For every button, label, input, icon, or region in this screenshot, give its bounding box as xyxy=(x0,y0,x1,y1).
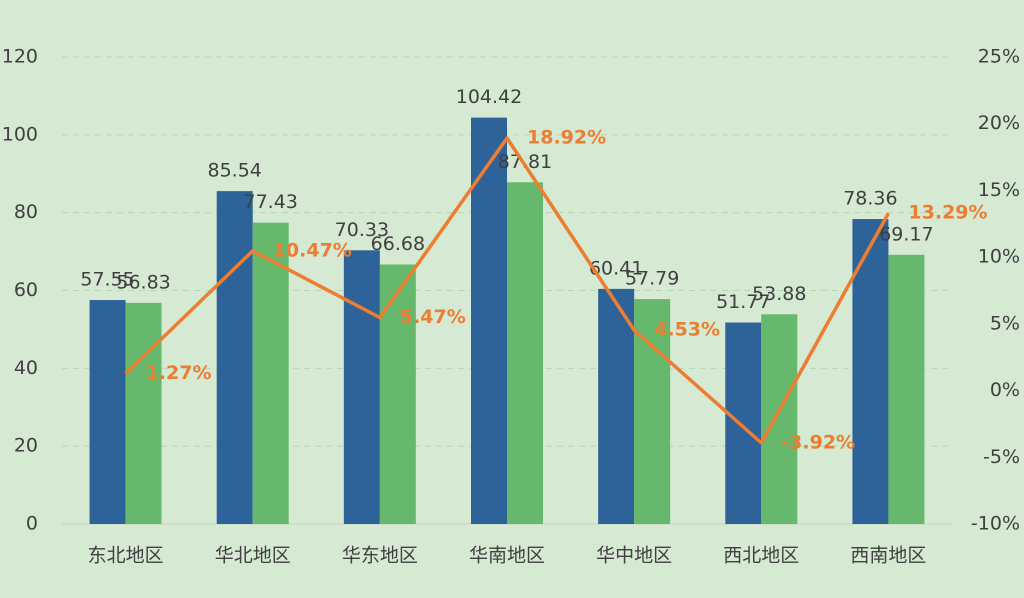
x-tick-label: 西南地区 xyxy=(850,545,926,567)
bar-value-label: 70.33 xyxy=(335,219,389,241)
bar xyxy=(252,222,289,524)
bar xyxy=(888,254,925,524)
y2-tick-label: -10% xyxy=(971,513,1020,535)
bar xyxy=(507,182,543,524)
bar-value-label: 66.68 xyxy=(371,233,425,255)
bar-value-label: 51.77 xyxy=(716,291,770,313)
bar-value-label: 77.43 xyxy=(244,191,298,213)
x-tick-label: 华北地区 xyxy=(215,545,291,567)
y-tick-label: 40 xyxy=(14,357,38,379)
bar-value-label: 53.88 xyxy=(752,283,806,305)
bar xyxy=(89,300,126,524)
line-value-label: 1.27% xyxy=(146,362,212,384)
line-value-label: 18.92% xyxy=(527,127,606,149)
bar-value-label: 87.81 xyxy=(498,151,552,173)
bar-value-label: 69.17 xyxy=(879,223,933,245)
y-tick-label: 60 xyxy=(14,279,38,301)
y2-tick-label: 25% xyxy=(978,46,1020,68)
x-tick-label: 西北地区 xyxy=(723,545,799,567)
line-value-label: -3.92% xyxy=(781,431,855,453)
y2-tick-label: 5% xyxy=(990,312,1020,334)
x-tick-label: 华东地区 xyxy=(342,545,418,567)
bar-value-label: 78.36 xyxy=(843,188,897,210)
x-tick-label: 华中地区 xyxy=(596,545,672,567)
x-tick-label: 华南地区 xyxy=(469,545,545,567)
bar-value-label: 56.83 xyxy=(116,271,170,293)
bar xyxy=(598,288,635,524)
bar-value-label: 104.42 xyxy=(456,86,522,108)
y2-tick-label: 0% xyxy=(990,379,1020,401)
bar-value-label: 60.41 xyxy=(589,257,643,279)
line-value-label: 5.47% xyxy=(400,306,466,328)
y-tick-label: 20 xyxy=(14,435,38,457)
bar xyxy=(343,250,380,525)
y-tick-label: 80 xyxy=(14,201,38,223)
y2-tick-label: 15% xyxy=(978,179,1020,201)
y2-tick-label: 10% xyxy=(978,246,1020,268)
bar xyxy=(852,219,889,524)
bar-value-label: 85.54 xyxy=(208,160,262,182)
bar-value-label: 57.79 xyxy=(625,268,679,290)
bar xyxy=(379,264,416,524)
y-tick-label: 100 xyxy=(2,123,38,145)
line-value-label: 4.53% xyxy=(654,319,720,341)
line-value-label: 10.47% xyxy=(273,239,352,261)
y2-tick-label: 20% xyxy=(978,112,1020,134)
bar xyxy=(725,322,762,524)
bar xyxy=(761,314,798,524)
bar xyxy=(216,191,253,525)
y2-tick-label: -5% xyxy=(983,446,1020,468)
bar xyxy=(125,302,162,524)
y-tick-label: 120 xyxy=(2,46,38,68)
bar xyxy=(471,117,507,524)
line xyxy=(124,136,890,445)
x-tick-label: 东北地区 xyxy=(88,545,164,567)
line-value-label: 13.29% xyxy=(908,202,987,224)
bar-value-label: 57.55 xyxy=(80,269,134,291)
y-tick-label: 0 xyxy=(26,513,38,535)
